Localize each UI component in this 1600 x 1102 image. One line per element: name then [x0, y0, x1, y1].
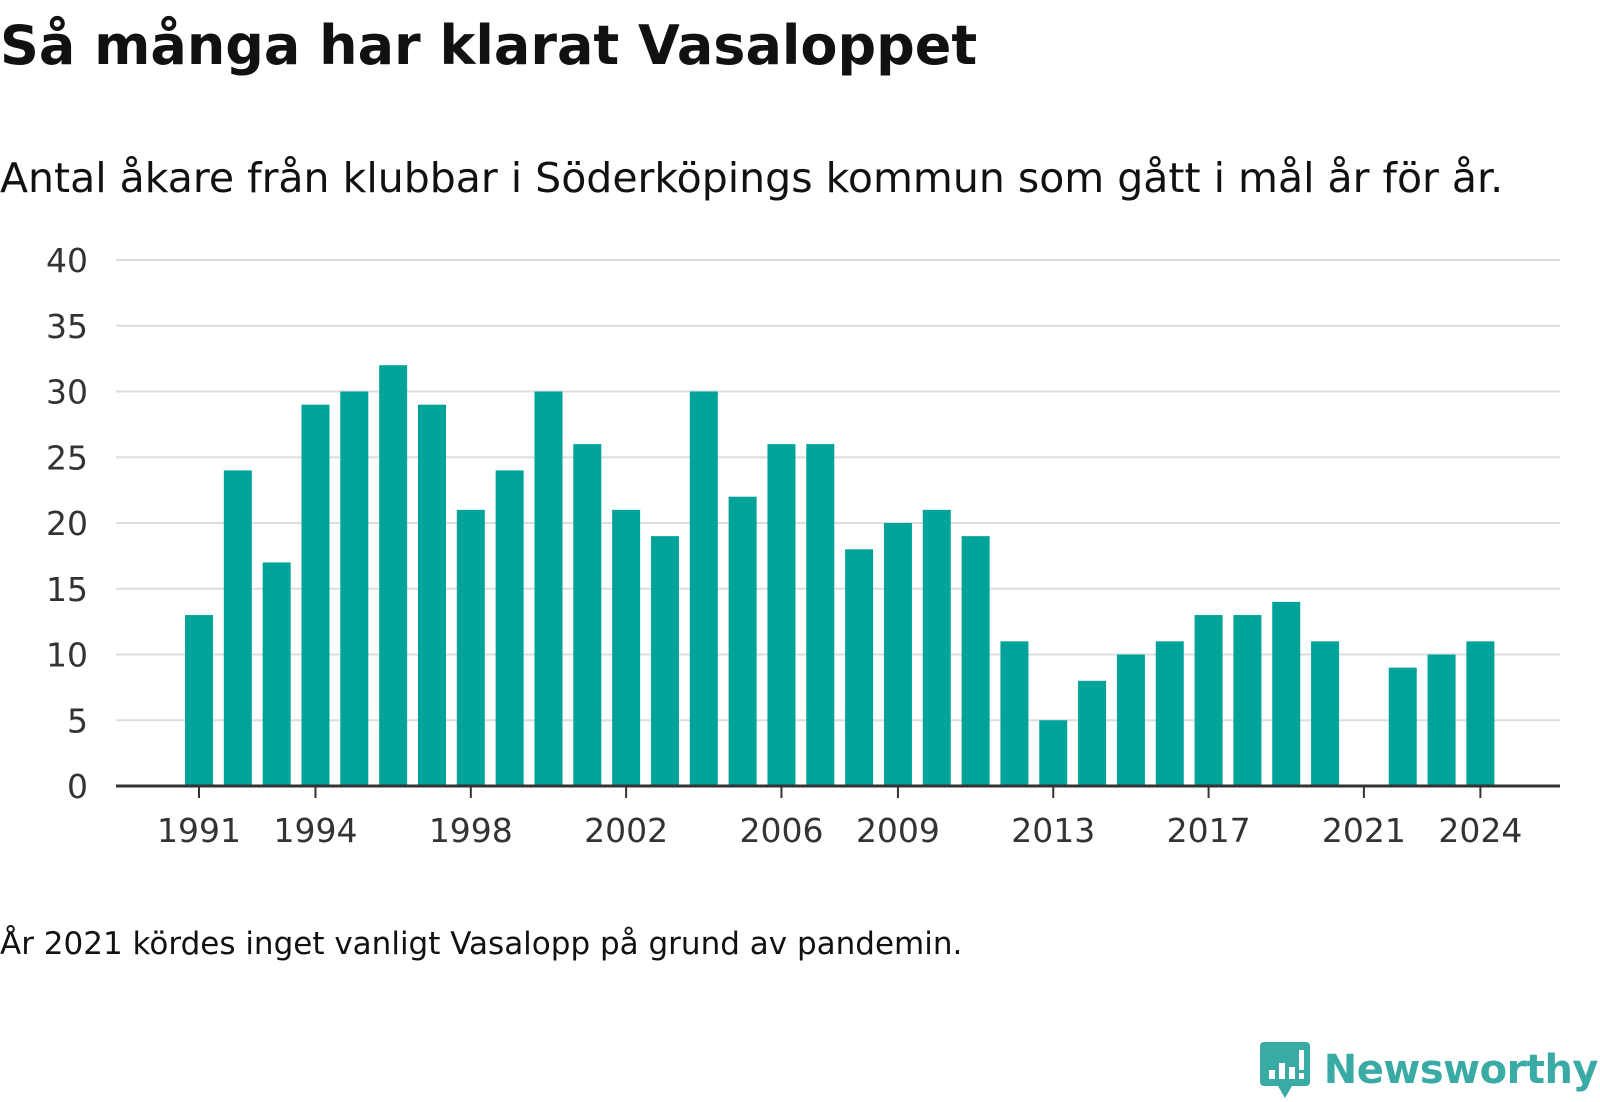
y-tick-label: 30 [46, 373, 88, 412]
y-tick-label: 5 [67, 701, 88, 740]
y-tick-label: 25 [46, 438, 88, 477]
y-tick-label: 20 [46, 504, 88, 543]
bar: 2019: 14 [1272, 601, 1301, 786]
bar: 2013: 5 [1039, 720, 1068, 786]
chart-subtitle: Antal åkare från klubbar i Söderköpings … [0, 154, 1504, 202]
bar: 2018: 13 [1233, 615, 1262, 786]
bars: 1991: 13 1992: 24 1993: 17 1994: 29 1995: 30… [185, 365, 1495, 786]
x-axis [116, 784, 1560, 798]
bar: 2005: 22 [728, 496, 757, 786]
bar: 2003: 19 [650, 536, 679, 786]
bar: 2010: 21 [922, 509, 951, 786]
x-tick-label: 1991 [157, 811, 241, 850]
bar: 1992: 24 [223, 470, 252, 786]
bar: 2001: 26 [573, 444, 602, 786]
bar: 2004: 30 [689, 391, 718, 786]
bar: 1998: 21 [456, 509, 485, 786]
x-tick-label: 2024 [1438, 811, 1522, 850]
chart-title: Så många har klarat Vasaloppet [0, 14, 978, 77]
bar: 2023: 10 [1427, 654, 1456, 786]
bar: 2002: 21 [612, 509, 641, 786]
y-axis-labels: 0 5 10 15 20 25 30 35 40 [46, 241, 88, 806]
bar: 2006: 26 [767, 444, 796, 786]
x-tick-label: 2006 [739, 811, 823, 850]
bar: 1996: 32 [379, 365, 408, 786]
bar: 1999: 24 [495, 470, 524, 786]
brand-name: Newsworthy [1323, 1047, 1599, 1093]
bar: 1993: 17 [262, 562, 291, 786]
y-tick-label: 10 [46, 636, 88, 675]
x-tick-label: 2021 [1322, 811, 1406, 850]
x-tick-label: 2009 [856, 811, 940, 850]
bar: 2007: 26 [806, 444, 835, 786]
x-tick-label: 2013 [1011, 811, 1095, 850]
bar: 1995: 30 [340, 391, 369, 786]
bar: 1997: 29 [417, 404, 446, 786]
y-tick-label: 40 [46, 241, 88, 280]
newsworthy-logo: Newsworthy [1259, 1038, 1599, 1102]
bar: 2009: 20 [883, 523, 912, 786]
newsworthy-logo-icon [1259, 1042, 1310, 1098]
bar: 2015: 10 [1116, 654, 1145, 786]
bar: 2014: 8 [1078, 680, 1107, 786]
bar: 2016: 11 [1155, 641, 1184, 786]
bar-chart: 1991: 13 1992: 24 1993: 17 1994: 29 1995: 30… [46, 241, 1560, 850]
gridlines [116, 259, 1560, 722]
x-tick-label: 1994 [273, 811, 357, 850]
bar: 2008: 18 [845, 549, 874, 786]
bar: 2017: 13 [1194, 615, 1223, 786]
footnote: År 2021 kördes inget vanligt Vasalopp på… [0, 926, 963, 962]
bar: 2011: 19 [961, 536, 990, 786]
bar: 1994: 29 [301, 404, 330, 786]
x-tick-label: 1998 [429, 811, 513, 850]
y-tick-label: 15 [46, 570, 88, 609]
bar: 1991: 13 [185, 615, 213, 786]
bar: 2020: 11 [1311, 641, 1340, 786]
y-tick-label: 35 [46, 307, 88, 346]
bar: 2000: 30 [534, 391, 563, 786]
bar: 2022: 9 [1388, 667, 1417, 786]
x-axis-labels: 1991 1994 1998 2002 2006 2009 2013 2017 2021 2024 [157, 811, 1522, 850]
x-tick-label: 2017 [1167, 811, 1251, 850]
bar: 2012: 11 [1000, 641, 1029, 786]
bar: 2024: 11 [1466, 641, 1495, 786]
x-tick-label: 2002 [584, 811, 668, 850]
y-tick-label: 0 [67, 767, 88, 806]
